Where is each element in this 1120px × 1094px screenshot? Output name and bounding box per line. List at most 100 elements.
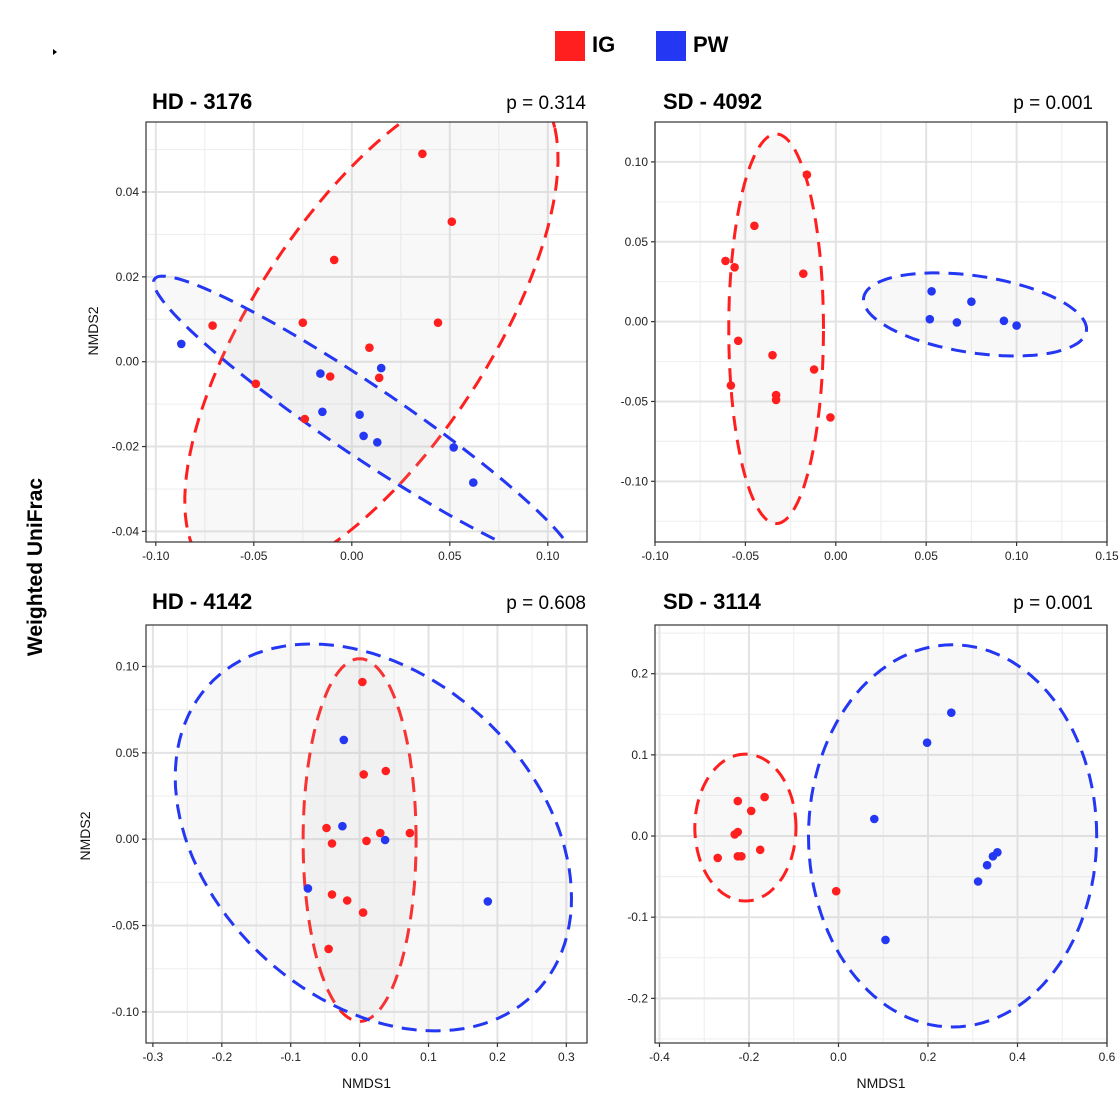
point-ig — [733, 796, 743, 806]
y-tick-label: -0.2 — [627, 991, 648, 1005]
legend: IG PW — [555, 31, 729, 61]
x-tick-label: 0.3 — [558, 1050, 575, 1064]
x-tick-label: 0.0 — [830, 1050, 847, 1064]
panel-title: SD - 4092 — [663, 89, 762, 114]
y-tick-label: 0.10 — [116, 659, 140, 673]
point-pw — [316, 369, 325, 378]
panel-1: -0.10 -0.05 0.00 0.05 0.10 -0.04 -0.02 0.00 0.02… — [85, 89, 588, 563]
ellipse-pw — [861, 271, 1088, 358]
ellipse-ig — [727, 132, 826, 526]
point-ig — [381, 766, 391, 776]
panel-title: SD - 3114 — [663, 589, 762, 614]
y-tick-label: 0.1 — [631, 748, 648, 762]
point-ig — [746, 806, 756, 816]
point-ig — [750, 221, 759, 231]
y-axis-title: NMDS2 — [77, 811, 93, 860]
points — [177, 149, 478, 487]
points — [721, 170, 1021, 422]
point-pw — [380, 835, 390, 845]
point-pw — [870, 814, 879, 824]
gridlines — [146, 625, 587, 1043]
x-tick-label: -0.05 — [240, 549, 268, 563]
x-axis-title: NMDS1 — [342, 1075, 391, 1091]
point-pw — [927, 287, 936, 296]
y-tick-label: -0.02 — [112, 440, 140, 454]
point-ig — [327, 839, 337, 848]
point-ig — [376, 828, 385, 838]
point-ig — [359, 770, 369, 779]
plot-frame — [654, 624, 1108, 1044]
point-ig — [730, 830, 739, 839]
y-tick-label: 0.00 — [116, 832, 140, 846]
points — [303, 677, 493, 954]
ellipses — [727, 132, 1088, 526]
point-ig — [447, 217, 457, 226]
x-tick-label: 0.15 — [1095, 549, 1119, 563]
point-ig — [768, 350, 777, 360]
point-pw — [376, 363, 386, 373]
p-value: p = 0.001 — [1013, 593, 1093, 614]
point-pw — [922, 738, 932, 747]
p-value: p = 0.001 — [1013, 93, 1093, 114]
point-ig — [802, 170, 812, 179]
ellipse-pw — [806, 643, 1099, 1029]
point-pw — [318, 407, 327, 417]
point-pw — [999, 316, 1009, 326]
p-value: p = 0.314 — [506, 93, 586, 114]
point-ig — [760, 792, 769, 802]
point-ig — [831, 886, 841, 896]
p-value: p = 0.608 — [506, 593, 586, 614]
plot-background — [655, 625, 1107, 1043]
plot-frame — [145, 121, 588, 543]
point-ig — [342, 896, 352, 905]
point-ig — [362, 836, 371, 846]
ellipse-pw — [173, 642, 574, 1033]
point-pw — [338, 821, 347, 831]
plot-frame — [654, 121, 1108, 543]
point-ig — [799, 269, 808, 279]
x-tick-label: -0.2 — [739, 1050, 760, 1064]
x-tick-label: 0.05 — [438, 549, 462, 563]
x-tick-label: 0.2 — [920, 1050, 937, 1064]
point-pw — [988, 852, 998, 861]
point-ig — [358, 677, 367, 687]
x-tick-label: 0.4 — [1009, 1050, 1026, 1064]
point-ig — [809, 365, 819, 374]
x-tick-label: -0.10 — [142, 549, 170, 563]
point-ig — [324, 944, 333, 954]
point-pw — [952, 318, 962, 327]
ellipse-ig — [301, 657, 418, 1023]
point-pw — [303, 884, 313, 893]
y-tick-label: 0.0 — [631, 829, 648, 843]
point-ig — [322, 823, 331, 833]
x-tick-label: 0.00 — [340, 549, 364, 563]
point-pw — [1012, 321, 1021, 330]
point-ig — [329, 255, 339, 265]
x-tick-label: -0.3 — [143, 1050, 164, 1064]
y-axis-title: NMDS2 — [85, 306, 101, 355]
x-tick-label: -0.05 — [732, 549, 760, 563]
point-ig — [300, 414, 310, 424]
plot-frame — [145, 624, 588, 1044]
panel-3: -0.3 -0.2 -0.1 0.0 0.1 0.2 0.3 -0.10 -0.05 0.00 0.… — [77, 589, 588, 1091]
y-tick-label: 0.05 — [116, 746, 140, 760]
x-tick-label: -0.2 — [211, 1050, 232, 1064]
y-tick-label: -0.04 — [112, 524, 140, 538]
x-tick-label: -0.4 — [649, 1050, 670, 1064]
point-pw — [469, 478, 478, 487]
point-ig — [208, 321, 217, 330]
y-tick-label: -0.1 — [627, 910, 648, 924]
panels: -0.10 -0.05 0.00 0.05 0.10 -0.04 -0.02 0.00 0.02… — [77, 89, 1119, 1091]
panel-title: HD - 4142 — [152, 589, 252, 614]
plot-background — [146, 625, 587, 1043]
point-ig — [826, 413, 835, 422]
point-pw — [881, 935, 890, 945]
panel-2: -0.10 -0.05 0.00 0.05 0.10 0.15 -0.10 -0.05 0.00… — [621, 89, 1119, 563]
x-tick-label: 0.1 — [420, 1050, 437, 1064]
point-ig — [737, 852, 746, 861]
point-pw — [947, 708, 956, 717]
legend-swatch-pw — [656, 31, 686, 61]
x-tick-label: 0.00 — [824, 549, 848, 563]
y-tick-label: 0.10 — [625, 155, 649, 169]
point-ig — [358, 908, 368, 917]
